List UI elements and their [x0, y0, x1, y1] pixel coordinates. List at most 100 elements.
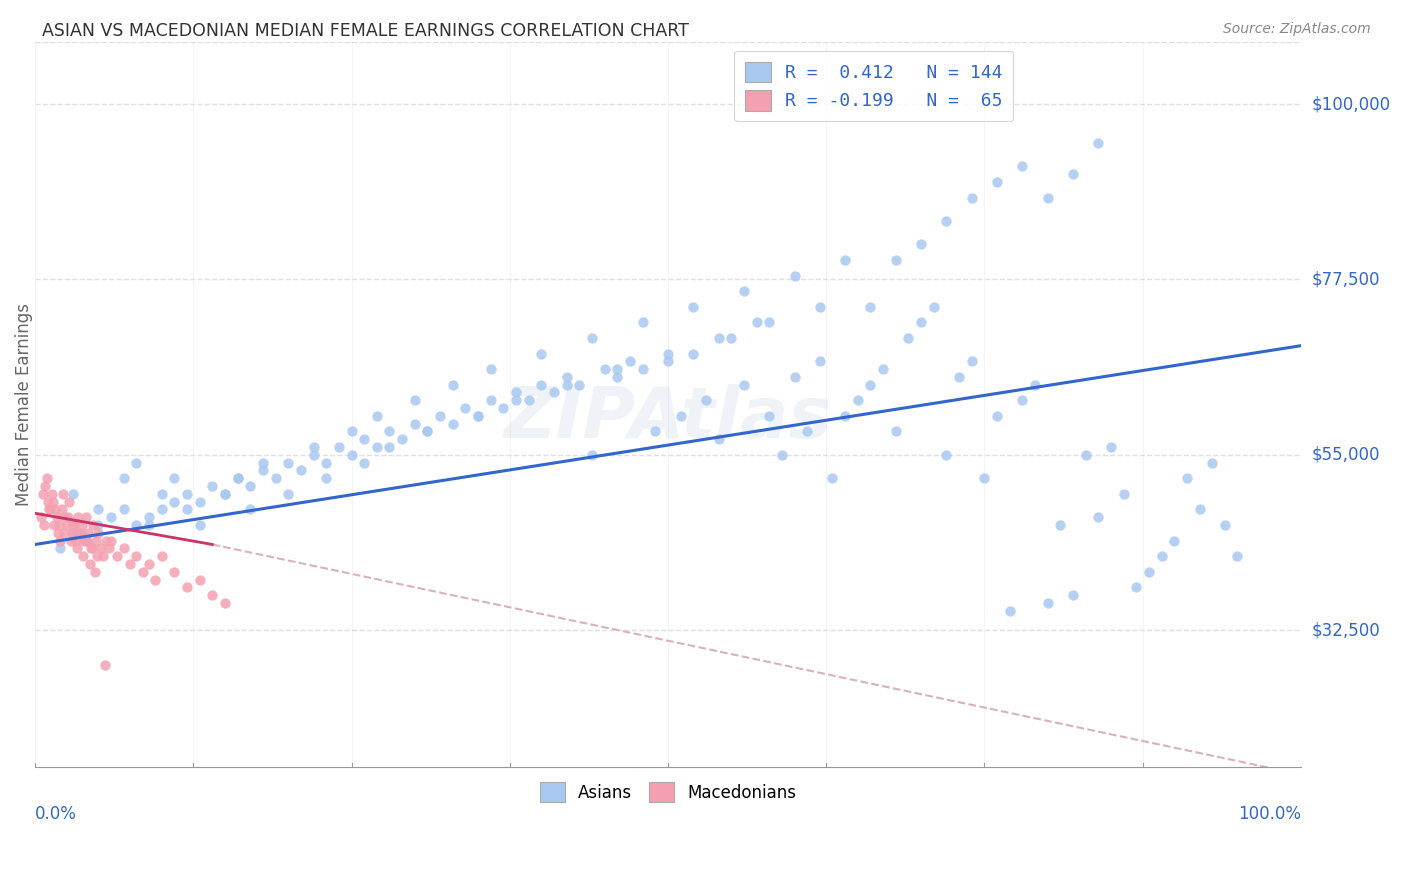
- Point: [277, 456, 299, 470]
- Point: [378, 440, 401, 454]
- Point: [82, 518, 104, 533]
- Point: [1087, 136, 1109, 150]
- Point: [1213, 518, 1236, 533]
- Point: [252, 463, 274, 477]
- Point: [1188, 502, 1211, 516]
- Text: ASIAN VS MACEDONIAN MEDIAN FEMALE EARNINGS CORRELATION CHART: ASIAN VS MACEDONIAN MEDIAN FEMALE EARNIN…: [42, 22, 689, 40]
- Point: [58, 494, 80, 508]
- Point: [315, 456, 337, 470]
- Point: [998, 604, 1021, 618]
- Text: Source: ZipAtlas.com: Source: ZipAtlas.com: [1223, 22, 1371, 37]
- Point: [93, 549, 115, 563]
- Point: [935, 448, 957, 462]
- Legend: Asians, Macedonians: Asians, Macedonians: [533, 775, 803, 809]
- Point: [32, 518, 55, 533]
- Point: [1024, 377, 1046, 392]
- Text: $55,000: $55,000: [1312, 446, 1381, 464]
- Point: [87, 525, 110, 540]
- Point: [53, 525, 76, 540]
- Point: [118, 557, 141, 571]
- Point: [770, 448, 793, 462]
- Point: [796, 425, 818, 439]
- Point: [783, 370, 806, 384]
- Point: [176, 502, 198, 516]
- Text: $100,000: $100,000: [1312, 95, 1391, 113]
- Point: [1049, 518, 1071, 533]
- Y-axis label: Median Female Earnings: Median Female Earnings: [15, 302, 32, 506]
- Point: [188, 518, 211, 533]
- Point: [543, 385, 565, 400]
- Point: [1074, 448, 1097, 462]
- Point: [517, 393, 540, 408]
- Point: [214, 596, 236, 610]
- Point: [214, 487, 236, 501]
- Point: [581, 331, 603, 345]
- Point: [150, 487, 173, 501]
- Point: [315, 471, 337, 485]
- Point: [391, 432, 413, 446]
- Point: [657, 354, 679, 368]
- Point: [808, 354, 831, 368]
- Point: [52, 487, 75, 501]
- Point: [76, 533, 98, 548]
- Text: $32,500: $32,500: [1312, 621, 1381, 640]
- Point: [138, 510, 160, 524]
- Point: [188, 494, 211, 508]
- Point: [35, 471, 58, 485]
- Point: [143, 573, 166, 587]
- Point: [492, 401, 515, 415]
- Point: [138, 518, 160, 533]
- Text: $77,500: $77,500: [1312, 270, 1381, 288]
- Point: [30, 510, 52, 524]
- Point: [65, 533, 87, 548]
- Point: [72, 549, 94, 563]
- Point: [1099, 440, 1122, 454]
- Point: [1036, 191, 1059, 205]
- Point: [69, 525, 91, 540]
- Point: [87, 502, 110, 516]
- Point: [67, 525, 90, 540]
- Point: [467, 409, 489, 423]
- Point: [62, 518, 84, 533]
- Point: [783, 268, 806, 283]
- Point: [859, 377, 882, 392]
- Point: [100, 510, 122, 524]
- Point: [100, 533, 122, 548]
- Point: [948, 370, 970, 384]
- Point: [79, 557, 101, 571]
- Point: [226, 471, 249, 485]
- Point: [530, 377, 553, 392]
- Point: [55, 518, 77, 533]
- Point: [631, 362, 654, 376]
- Point: [669, 409, 692, 423]
- Point: [884, 425, 907, 439]
- Point: [720, 331, 742, 345]
- Point: [1112, 487, 1135, 501]
- Point: [45, 510, 67, 524]
- Point: [62, 487, 84, 501]
- Point: [834, 252, 856, 267]
- Point: [75, 510, 97, 524]
- Point: [707, 331, 730, 345]
- Point: [105, 549, 128, 563]
- Point: [39, 502, 62, 516]
- Point: [1062, 167, 1084, 181]
- Point: [733, 284, 755, 298]
- Point: [90, 541, 112, 556]
- Point: [1163, 533, 1185, 548]
- Point: [48, 518, 70, 533]
- Point: [505, 385, 527, 400]
- Point: [38, 502, 60, 516]
- Point: [80, 541, 103, 556]
- Point: [176, 487, 198, 501]
- Point: [353, 432, 375, 446]
- Point: [1125, 580, 1147, 594]
- Point: [51, 502, 73, 516]
- Point: [97, 541, 120, 556]
- Point: [138, 557, 160, 571]
- Point: [872, 362, 894, 376]
- Point: [84, 533, 107, 548]
- Point: [758, 315, 780, 329]
- Point: [1011, 393, 1033, 408]
- Point: [176, 580, 198, 594]
